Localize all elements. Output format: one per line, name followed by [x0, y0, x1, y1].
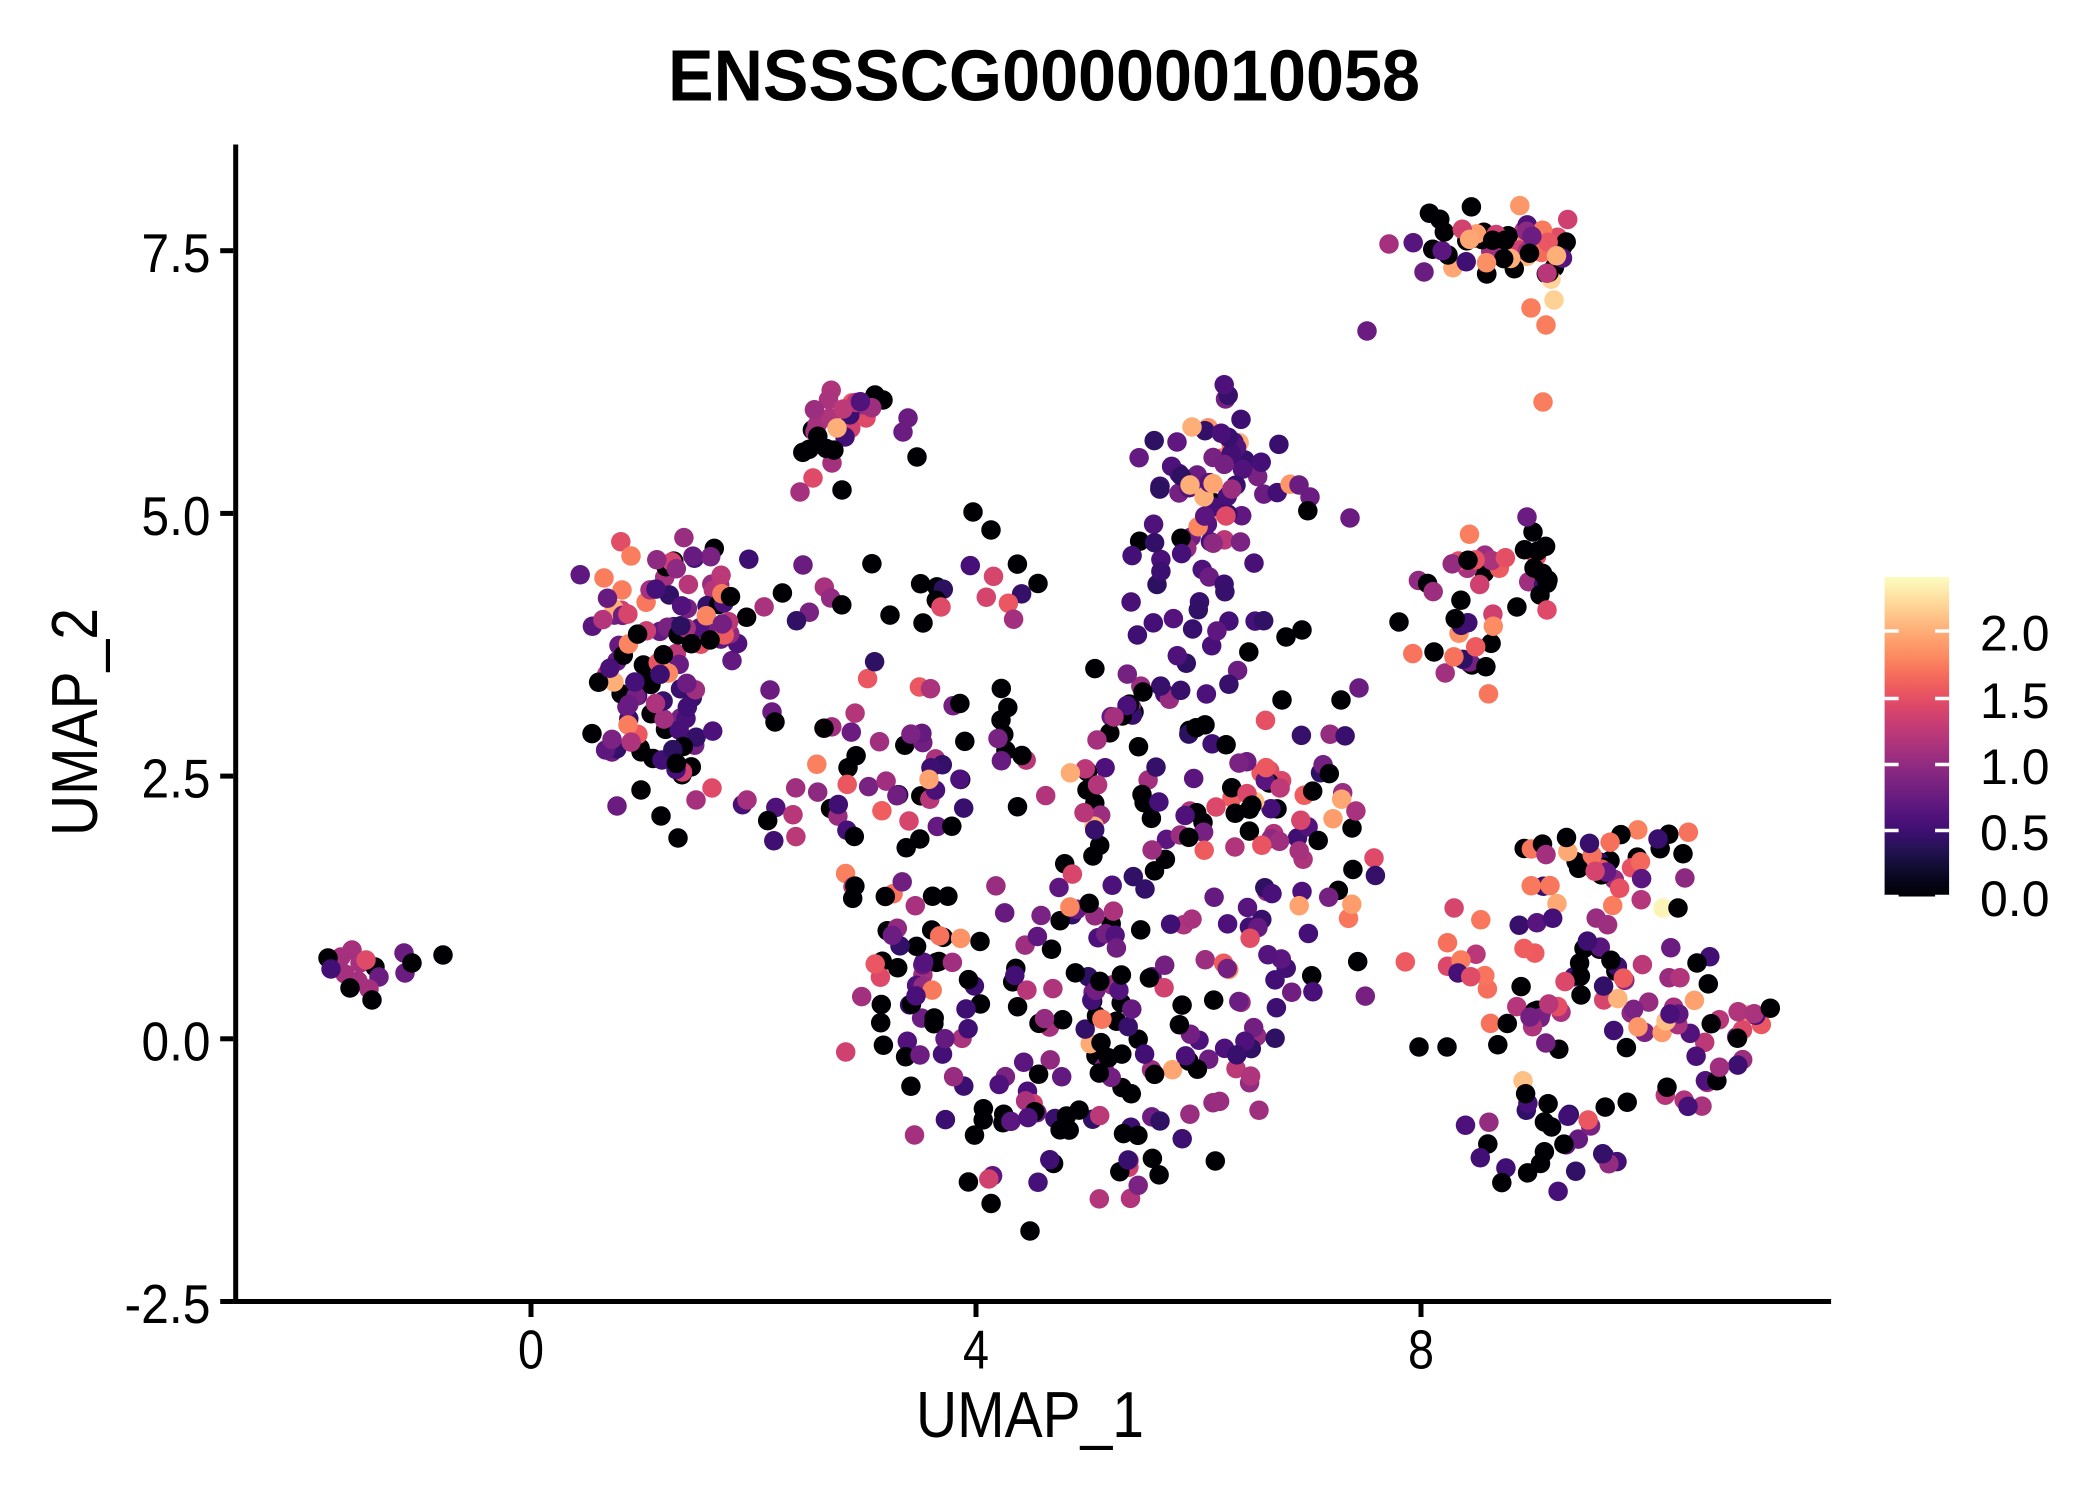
- svg-text:1.0: 1.0: [1980, 739, 2050, 795]
- svg-text:7.5: 7.5: [142, 222, 211, 284]
- svg-text:2.5: 2.5: [142, 748, 211, 810]
- svg-text:5.0: 5.0: [142, 485, 211, 547]
- svg-text:0.0: 0.0: [1980, 871, 2050, 927]
- svg-text:8: 8: [1408, 1319, 1434, 1381]
- svg-text:0.0: 0.0: [142, 1010, 211, 1072]
- svg-text:UMAP_2: UMAP_2: [38, 608, 111, 836]
- svg-text:1.5: 1.5: [1980, 673, 2050, 729]
- svg-text:ENSSSCG00000010058: ENSSSCG00000010058: [668, 37, 1420, 117]
- svg-text:UMAP_1: UMAP_1: [916, 1378, 1144, 1451]
- svg-text:2.0: 2.0: [1980, 606, 2050, 662]
- svg-text:0: 0: [518, 1319, 544, 1381]
- svg-text:0.5: 0.5: [1980, 805, 2050, 861]
- svg-text:-2.5: -2.5: [125, 1273, 211, 1335]
- svg-text:4: 4: [963, 1319, 989, 1381]
